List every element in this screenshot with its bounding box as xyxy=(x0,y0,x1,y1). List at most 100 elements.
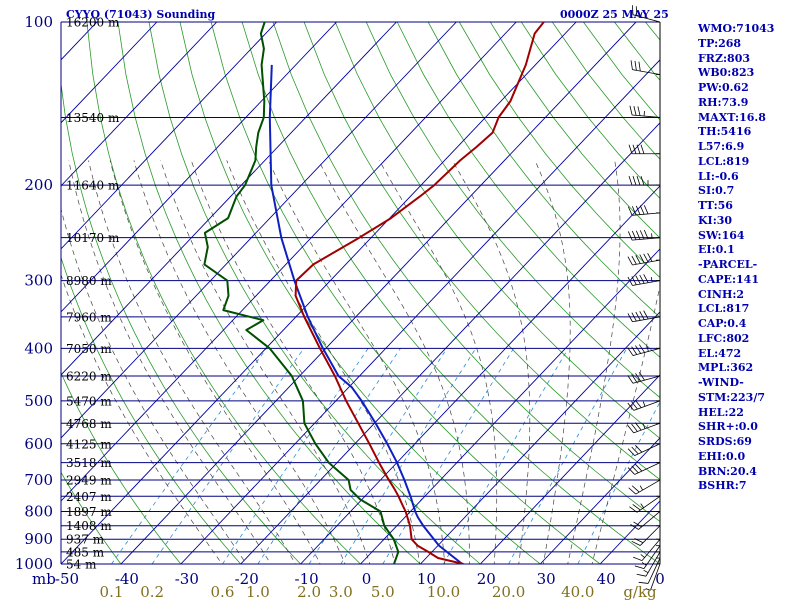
temperature-tick--30: -30 xyxy=(175,570,199,588)
index-item: MPL:362 xyxy=(698,361,754,375)
wind-barb-250 xyxy=(627,229,661,241)
mixing-ratio-line-5 xyxy=(340,348,477,564)
height-label-750: 2407 m xyxy=(66,490,112,504)
index-item: CAP:0.4 xyxy=(698,317,747,330)
index-item: BRN:20.4 xyxy=(698,464,757,478)
parcel-trace-line xyxy=(268,64,463,564)
height-label-950: 485 m xyxy=(66,545,105,559)
isotherm xyxy=(479,374,660,564)
dewpoint-line xyxy=(203,22,400,564)
sounding-indices: WMO:71043 TP:268 FRZ:803 WB0:823 PW:0.62 RH:7… xyxy=(698,22,774,494)
dry-adiabat xyxy=(148,22,481,564)
wind-barb-100 xyxy=(631,5,661,23)
height-label-550: 4768 m xyxy=(66,417,112,431)
isotherm xyxy=(61,22,517,502)
wind-barb-700 xyxy=(628,479,661,495)
mixing-ratio-label-0: 0.1 xyxy=(100,583,124,600)
wind-barb-300 xyxy=(627,274,661,286)
isotherm xyxy=(61,22,337,313)
pressure-label-800: 800 xyxy=(24,502,53,520)
isobars xyxy=(60,21,661,565)
height-label-250: 10170 m xyxy=(66,231,120,245)
dry-adiabat xyxy=(334,22,660,439)
temperature-tick-20: 20 xyxy=(477,570,496,588)
wind-barb-925 xyxy=(634,545,661,569)
dry-adiabat xyxy=(61,256,242,564)
wind-barb-850 xyxy=(631,525,661,546)
height-label-850: 1408 m xyxy=(66,519,112,533)
dry-adiabat xyxy=(61,471,122,564)
index-item: MAXT:16.8 xyxy=(698,110,766,124)
temperature-tick-0: 0 xyxy=(362,570,372,588)
height-label-650: 3518 m xyxy=(66,456,112,470)
pressure-label-200: 200 xyxy=(24,176,53,194)
isotherms xyxy=(61,22,660,564)
temperature-tick-40: 40 xyxy=(597,570,616,588)
index-item: CINH:2 xyxy=(698,287,745,301)
moist-adiabat xyxy=(133,160,346,564)
pressure-label-700: 700 xyxy=(24,471,53,489)
index-item: WB0:823 xyxy=(698,66,755,80)
mixing-ratio-label-1: 0.2 xyxy=(140,583,164,600)
mixing-ratio-line-0 xyxy=(111,348,267,564)
moist-adiabat xyxy=(567,160,621,564)
isotherm xyxy=(61,22,577,564)
mixing-ratio-label-4: 2.0 xyxy=(297,583,321,600)
temperature-tick-30: 30 xyxy=(537,570,556,588)
dry-adiabat xyxy=(61,81,302,564)
moist-adiabat xyxy=(109,160,321,564)
dry-adiabat xyxy=(272,22,660,522)
mixing-ratio-label-9: 40.0 xyxy=(561,583,594,600)
dry-adiabat xyxy=(179,22,541,564)
moist-adiabat xyxy=(318,160,470,564)
index-item: EHI:0.0 xyxy=(698,449,746,463)
wind-barb-350 xyxy=(627,310,661,323)
index-item: STM:223/7 xyxy=(698,390,765,404)
isotherm xyxy=(420,311,660,564)
wind-profile xyxy=(627,5,661,591)
height-label-800: 1897 m xyxy=(66,505,112,519)
index-item: SW:164 xyxy=(698,228,745,242)
height-label-300: 8980 m xyxy=(66,274,112,288)
isotherm xyxy=(61,22,457,439)
valid-time: 0000Z 25 MAY 25 xyxy=(560,8,669,21)
isotherm xyxy=(240,122,660,564)
isotherm xyxy=(61,22,277,250)
index-item: RH:73.9 xyxy=(698,95,749,109)
moist-adiabat xyxy=(534,160,571,564)
index-item: -PARCEL- xyxy=(698,258,758,271)
chart-title: CYYQ (71043) Sounding xyxy=(66,8,216,21)
index-item: LCL:819 xyxy=(698,154,750,168)
pressure-label-600: 600 xyxy=(24,435,53,453)
dry-adiabat xyxy=(86,22,362,564)
index-item: EI:0.1 xyxy=(698,243,735,257)
isotherm xyxy=(180,59,660,564)
wind-barb-500 xyxy=(627,400,661,411)
moist-adiabat xyxy=(226,160,421,564)
mb-unit-label: mb xyxy=(32,570,56,588)
mixing-ratio-label-2: 0.6 xyxy=(211,583,235,600)
height-label-350: 7960 m xyxy=(66,310,112,324)
dry-adiabat xyxy=(427,22,660,318)
dry-adiabat xyxy=(61,371,182,564)
mixing-ratio-label-6: 5.0 xyxy=(371,583,395,600)
isotherm xyxy=(120,22,637,564)
moist-adiabat xyxy=(160,160,371,564)
dry-adiabat xyxy=(458,22,660,279)
mixing-ratio-label-5: 3.0 xyxy=(329,583,353,600)
height-label-100: 16200 m xyxy=(66,16,120,30)
dry-adiabat xyxy=(396,22,660,358)
wind-barb-650 xyxy=(627,462,661,475)
index-item: KI:30 xyxy=(698,213,733,227)
height-label-450: 6220 m xyxy=(66,370,112,384)
wind-barb-400 xyxy=(627,344,661,356)
mixing-ratio-line-3 xyxy=(257,348,401,564)
index-item: EL:472 xyxy=(698,346,742,360)
index-item: L57:6.9 xyxy=(698,140,745,153)
index-item: CAPE:141 xyxy=(698,272,759,286)
mixing-ratio-label-7: 10.0 xyxy=(427,583,460,600)
height-label-900: 937 m xyxy=(66,533,105,547)
isotherm xyxy=(61,22,397,376)
mixing-ratio-label-3: 1.0 xyxy=(246,583,270,600)
height-label-150: 13540 m xyxy=(66,111,120,125)
